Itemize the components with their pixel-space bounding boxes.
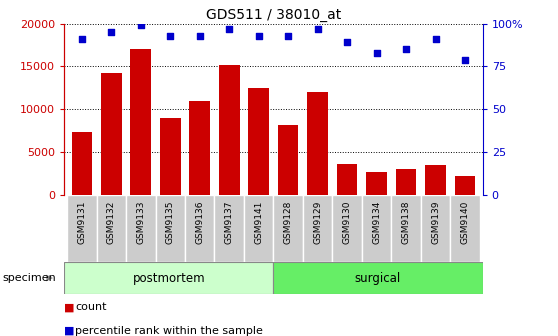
Text: GSM9128: GSM9128: [283, 200, 292, 244]
Bar: [64, 262, 273, 294]
Text: specimen: specimen: [3, 273, 56, 283]
Bar: [189, 101, 210, 195]
Bar: [214, 195, 244, 262]
Bar: [455, 176, 475, 195]
Text: GSM9141: GSM9141: [254, 200, 263, 244]
Text: surgical: surgical: [355, 271, 401, 285]
Bar: [425, 165, 446, 195]
Point: [431, 36, 440, 42]
Bar: [362, 195, 391, 262]
Text: count: count: [75, 302, 107, 312]
Text: GSM9132: GSM9132: [107, 200, 116, 244]
Point: [313, 26, 322, 31]
Bar: [333, 195, 362, 262]
Bar: [421, 195, 450, 262]
Bar: [185, 195, 214, 262]
Bar: [303, 195, 333, 262]
Text: GSM9134: GSM9134: [372, 200, 381, 244]
Text: ■: ■: [64, 326, 75, 336]
Point: [283, 33, 292, 38]
Bar: [337, 164, 358, 195]
Title: GDS511 / 38010_at: GDS511 / 38010_at: [206, 8, 341, 23]
Bar: [67, 195, 97, 262]
Point: [254, 33, 263, 38]
Bar: [391, 195, 421, 262]
Text: GSM9137: GSM9137: [225, 200, 234, 244]
Point: [166, 33, 175, 38]
Bar: [101, 73, 122, 195]
Point: [372, 50, 381, 55]
Text: ■: ■: [64, 302, 75, 312]
Text: GSM9131: GSM9131: [78, 200, 86, 244]
Bar: [396, 169, 416, 195]
Bar: [156, 195, 185, 262]
Bar: [160, 118, 181, 195]
Bar: [126, 195, 156, 262]
Bar: [97, 195, 126, 262]
Text: GSM9129: GSM9129: [313, 200, 322, 244]
Point: [460, 57, 469, 62]
Bar: [219, 65, 239, 195]
Text: GSM9140: GSM9140: [460, 200, 469, 244]
Text: percentile rank within the sample: percentile rank within the sample: [75, 326, 263, 336]
Point: [136, 23, 145, 28]
Bar: [366, 172, 387, 195]
Text: GSM9139: GSM9139: [431, 200, 440, 244]
Text: GSM9135: GSM9135: [166, 200, 175, 244]
Text: GSM9133: GSM9133: [136, 200, 145, 244]
Bar: [131, 49, 151, 195]
Point: [107, 30, 116, 35]
Bar: [278, 125, 299, 195]
Text: GSM9138: GSM9138: [402, 200, 411, 244]
Text: GSM9130: GSM9130: [343, 200, 352, 244]
Point: [343, 40, 352, 45]
Point: [195, 33, 204, 38]
Point: [402, 47, 411, 52]
Bar: [71, 132, 92, 195]
Point: [78, 36, 86, 42]
Bar: [273, 195, 303, 262]
Text: GSM9136: GSM9136: [195, 200, 204, 244]
Bar: [450, 195, 480, 262]
Bar: [307, 92, 328, 195]
Bar: [244, 195, 273, 262]
Point: [225, 26, 234, 31]
Text: postmortem: postmortem: [132, 271, 205, 285]
Bar: [273, 262, 483, 294]
Bar: [248, 88, 269, 195]
